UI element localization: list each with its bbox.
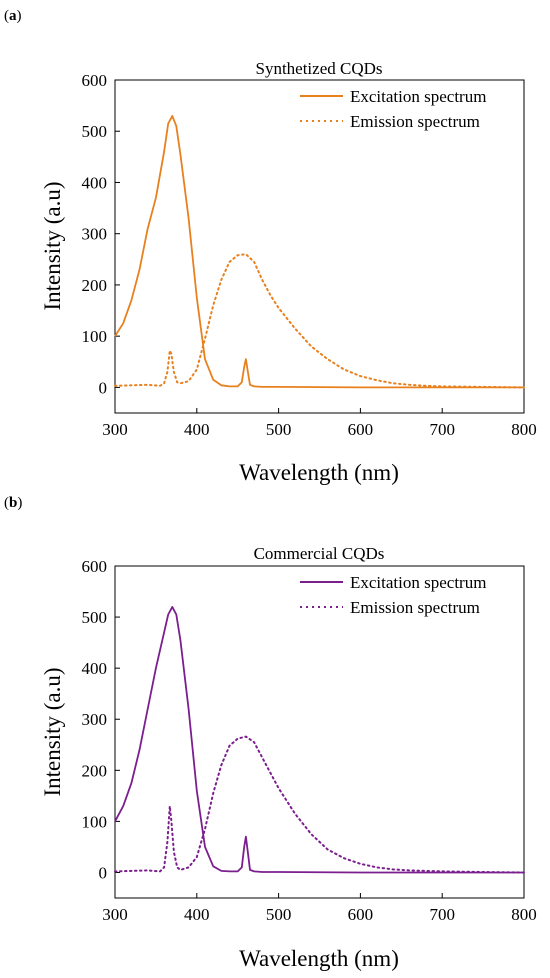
excitation-spectrum-line-b (114, 606, 524, 874)
y-tick-label: 300 (82, 225, 108, 244)
x-tick-label: 700 (429, 905, 455, 924)
plot-frame-a (114, 79, 525, 414)
y-axis-label-b: Intensity (a.u) (40, 667, 65, 796)
x-tick-label: 800 (511, 420, 537, 439)
emission-spectrum-line-b (114, 735, 525, 874)
panel-a: (a) Synthetized CQDs 300 400 500 600 700 800 … (4, 8, 537, 485)
y-tick-label: 0 (99, 378, 108, 397)
x-tick-label: 600 (348, 420, 374, 439)
x-axis-b: 300 400 500 600 700 800 (102, 893, 537, 924)
y-tick-label: 600 (82, 557, 108, 576)
x-tick-label: 800 (511, 905, 537, 924)
y-tick-label: 200 (82, 276, 108, 295)
emission-spectrum-line-a (114, 253, 525, 389)
y-tick-label: 500 (82, 122, 108, 141)
legend-label-excitation-a: Excitation spectrum (350, 87, 486, 106)
y-tick-label: 400 (82, 659, 108, 678)
x-tick-label: 500 (266, 905, 292, 924)
series-group-b (114, 606, 525, 874)
legend-a: Excitation spectrum Emission spectrum (300, 87, 486, 131)
x-tick-label: 400 (184, 905, 210, 924)
x-tick-label: 700 (429, 420, 455, 439)
x-tick-label: 300 (102, 905, 128, 924)
chart-title-b: Commercial CQDs (254, 544, 385, 563)
plot-frame-b (114, 565, 525, 899)
y-tick-label: 500 (82, 608, 108, 627)
y-axis-a: 0 100 200 300 400 500 600 (82, 71, 120, 397)
y-tick-label: 100 (82, 812, 108, 831)
y-tick-label: 400 (82, 173, 108, 192)
panel-label-b-letter: b (9, 495, 17, 511)
x-tick-label: 500 (266, 420, 292, 439)
legend-b: Excitation spectrum Emission spectrum (300, 573, 486, 617)
x-axis-label-a: Wavelength (nm) (239, 460, 399, 485)
series-group-a (114, 115, 525, 389)
excitation-spectrum-line-a (114, 115, 524, 389)
legend-label-emission-a: Emission spectrum (350, 112, 480, 131)
y-tick-label: 200 (82, 761, 108, 780)
x-axis-a: 300 400 500 600 700 800 (102, 408, 537, 439)
panel-label-a: (a) (4, 8, 22, 24)
legend-label-emission-b: Emission spectrum (350, 598, 480, 617)
panel-label-a-letter: a (9, 8, 17, 24)
panel-b: (b) Commercial CQDs 300 400 500 600 700 800 0… (4, 495, 537, 971)
y-tick-label: 600 (82, 71, 108, 90)
y-tick-label: 0 (99, 863, 108, 882)
x-tick-label: 600 (348, 905, 374, 924)
chart-title-a: Synthetized CQDs (255, 59, 382, 78)
x-axis-label-b: Wavelength (nm) (239, 946, 399, 971)
x-tick-label: 300 (102, 420, 128, 439)
y-axis-b: 0 100 200 300 400 500 600 (82, 557, 120, 882)
y-tick-label: 100 (82, 327, 108, 346)
x-tick-label: 400 (184, 420, 210, 439)
y-axis-label-a: Intensity (a.u) (40, 181, 65, 310)
legend-label-excitation-b: Excitation spectrum (350, 573, 486, 592)
panel-label-b: (b) (4, 495, 22, 511)
y-tick-label: 300 (82, 710, 108, 729)
